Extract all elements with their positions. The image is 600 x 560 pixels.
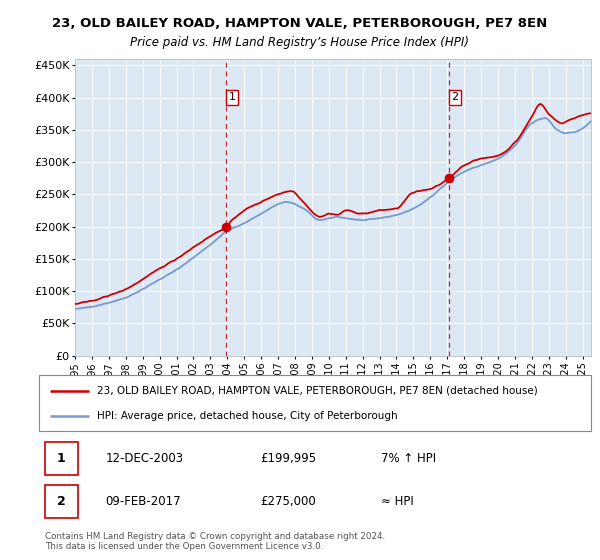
FancyBboxPatch shape xyxy=(44,442,77,475)
Text: £275,000: £275,000 xyxy=(260,496,316,508)
Text: £199,995: £199,995 xyxy=(260,452,316,465)
Text: ≈ HPI: ≈ HPI xyxy=(381,496,414,508)
Text: 09-FEB-2017: 09-FEB-2017 xyxy=(105,496,181,508)
Text: Contains HM Land Registry data © Crown copyright and database right 2024.
This d: Contains HM Land Registry data © Crown c… xyxy=(45,532,385,552)
Text: 1: 1 xyxy=(57,452,65,465)
Text: 23, OLD BAILEY ROAD, HAMPTON VALE, PETERBOROUGH, PE7 8EN: 23, OLD BAILEY ROAD, HAMPTON VALE, PETER… xyxy=(52,17,548,30)
Text: 12-DEC-2003: 12-DEC-2003 xyxy=(105,452,184,465)
FancyBboxPatch shape xyxy=(39,375,591,431)
FancyBboxPatch shape xyxy=(44,486,77,519)
Text: 7% ↑ HPI: 7% ↑ HPI xyxy=(381,452,436,465)
Text: 2: 2 xyxy=(57,496,65,508)
Text: 2: 2 xyxy=(451,92,458,102)
Text: Price paid vs. HM Land Registry’s House Price Index (HPI): Price paid vs. HM Land Registry’s House … xyxy=(131,36,470,49)
Text: HPI: Average price, detached house, City of Peterborough: HPI: Average price, detached house, City… xyxy=(97,410,398,421)
Text: 1: 1 xyxy=(229,92,235,102)
Text: 23, OLD BAILEY ROAD, HAMPTON VALE, PETERBOROUGH, PE7 8EN (detached house): 23, OLD BAILEY ROAD, HAMPTON VALE, PETER… xyxy=(97,386,538,396)
